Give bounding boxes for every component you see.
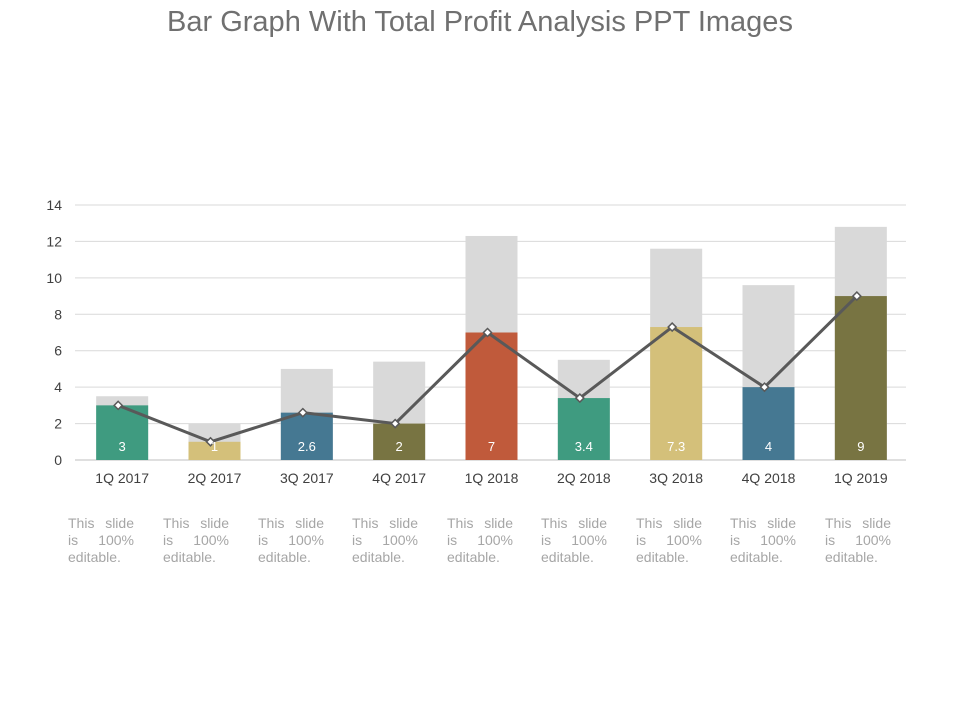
x-tick-label: 1Q 2017 xyxy=(95,470,149,486)
y-tick-label: 14 xyxy=(46,197,62,213)
trend-marker xyxy=(574,393,585,404)
note-text: This slide is 100% editable. xyxy=(163,515,229,565)
y-tick-label: 4 xyxy=(54,379,62,395)
note-text: This slide is 100% editable. xyxy=(68,515,134,565)
y-tick-label: 6 xyxy=(54,343,62,359)
bar-value-label: 9 xyxy=(857,439,864,454)
profit-bar xyxy=(188,441,241,460)
bar-value-label: 2.6 xyxy=(298,439,316,454)
x-tick-label: 1Q 2019 xyxy=(834,470,888,486)
trend-line-group xyxy=(113,291,862,447)
trend-marker xyxy=(482,327,493,338)
trend-marker xyxy=(205,436,216,447)
note-text: This slide is 100% editable. xyxy=(636,515,702,565)
trend-marker xyxy=(297,407,308,418)
bar-value-label: 1 xyxy=(211,439,218,454)
y-tick-label: 0 xyxy=(54,452,62,468)
profit-bar xyxy=(280,412,333,460)
x-tick-label: 3Q 2018 xyxy=(649,470,703,486)
note-text: This slide is 100% editable. xyxy=(352,515,418,565)
x-tick-label: 1Q 2018 xyxy=(465,470,519,486)
bar-value-label: 7.3 xyxy=(667,439,685,454)
profit-bar xyxy=(834,296,887,460)
note-text: This slide is 100% editable. xyxy=(447,515,513,565)
y-tick-label: 12 xyxy=(46,233,62,249)
x-tick-label: 2Q 2018 xyxy=(557,470,611,486)
note-text: This slide is 100% editable. xyxy=(730,515,796,565)
profit-bar xyxy=(742,387,795,460)
profit-bar xyxy=(557,398,610,460)
x-tick-label: 3Q 2017 xyxy=(280,470,334,486)
chart-title: Bar Graph With Total Profit Analysis PPT… xyxy=(167,6,793,38)
y-tick-label: 10 xyxy=(46,270,62,286)
profit-bar xyxy=(465,332,518,460)
y-tick-label: 8 xyxy=(54,306,62,322)
trend-marker xyxy=(113,400,124,411)
profit-bar xyxy=(650,327,703,460)
bars xyxy=(96,226,887,460)
trend-marker xyxy=(390,418,401,429)
bar-value-label: 2 xyxy=(396,439,403,454)
data-labels: 3 1 2.6 2 7 3.4 7.3 4 9 xyxy=(119,439,865,454)
trend-marker xyxy=(667,321,678,333)
x-tick-label: 2Q 2017 xyxy=(188,470,242,486)
note-text: This slide is 100% editable. xyxy=(258,515,324,565)
y-tick-label: 2 xyxy=(54,416,62,432)
note-text: This slide is 100% editable. xyxy=(541,515,607,565)
x-tick-label: 4Q 2018 xyxy=(742,470,796,486)
bar-value-label: 3.4 xyxy=(575,439,593,454)
trend-marker xyxy=(759,382,770,393)
bar-value-label: 4 xyxy=(765,439,772,454)
note-text: This slide is 100% editable. xyxy=(825,515,891,565)
profit-bar xyxy=(373,423,426,460)
x-tick-label: 4Q 2017 xyxy=(372,470,426,486)
bar-value-label: 3 xyxy=(119,439,126,454)
trend-marker xyxy=(851,291,862,302)
bar-value-label: 7 xyxy=(488,439,495,454)
